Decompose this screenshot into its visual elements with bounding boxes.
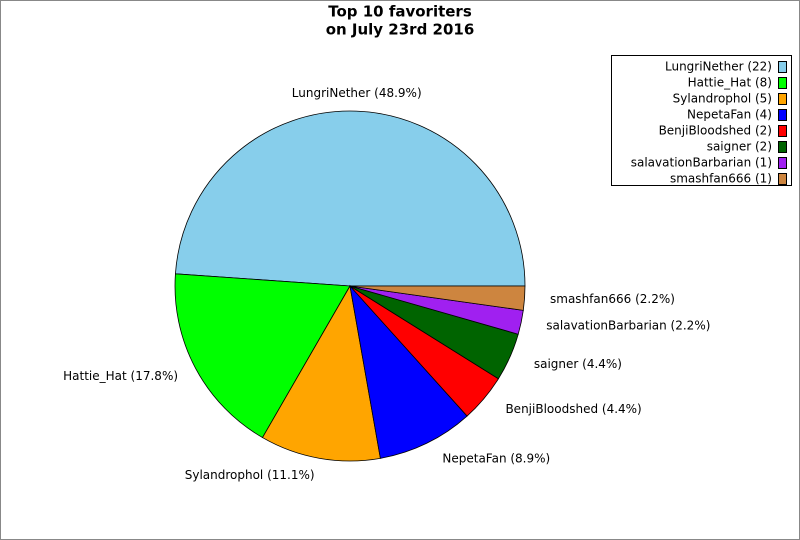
legend-label: saigner (2)	[707, 140, 772, 154]
legend-swatch	[778, 109, 787, 121]
slice-label: Sylandrophol (11.1%)	[185, 468, 315, 482]
legend-label: LungriNether (22)	[665, 60, 772, 74]
pie-slice	[349, 285, 526, 311]
slice-label: LungriNether (48.9%)	[292, 86, 422, 100]
slice-label: saigner (4.4%)	[534, 357, 622, 371]
legend-swatch	[778, 61, 787, 73]
legend-swatch	[778, 93, 787, 105]
legend-swatch	[778, 157, 787, 169]
legend-label: Sylandrophol (5)	[673, 92, 772, 106]
pie-slice	[261, 284, 381, 462]
slice-label: smashfan666 (2.2%)	[550, 292, 675, 306]
legend-label: Hattie_Hat (8)	[688, 76, 772, 90]
legend-box	[611, 55, 792, 186]
legend-swatch	[778, 141, 787, 153]
legend-label: BenjiBloodshed (2)	[659, 124, 772, 138]
legend-label: NepetaFan (4)	[687, 108, 772, 122]
chart-title: Top 10 favoriters	[328, 3, 472, 21]
pie-slice	[349, 284, 468, 459]
slice-label: NepetaFan (8.9%)	[442, 452, 550, 466]
slice-label: Hattie_Hat (17.8%)	[63, 369, 178, 383]
legend-label: smashfan666 (1)	[670, 172, 772, 186]
legend-swatch	[778, 173, 787, 185]
chart-title: on July 23rd 2016	[326, 21, 475, 39]
legend: LungriNether (22) Hattie_Hat (8) Sylandrop…	[611, 55, 792, 186]
slice-label: salavationBarbarian (2.2%)	[546, 319, 710, 333]
pie-slice	[174, 273, 351, 439]
legend-swatch	[778, 125, 787, 137]
pie-slice	[174, 110, 526, 287]
slice-label: BenjiBloodshed (4.4%)	[505, 402, 641, 416]
legend-swatch	[778, 77, 787, 89]
legend-label: salavationBarbarian (1)	[631, 156, 772, 170]
